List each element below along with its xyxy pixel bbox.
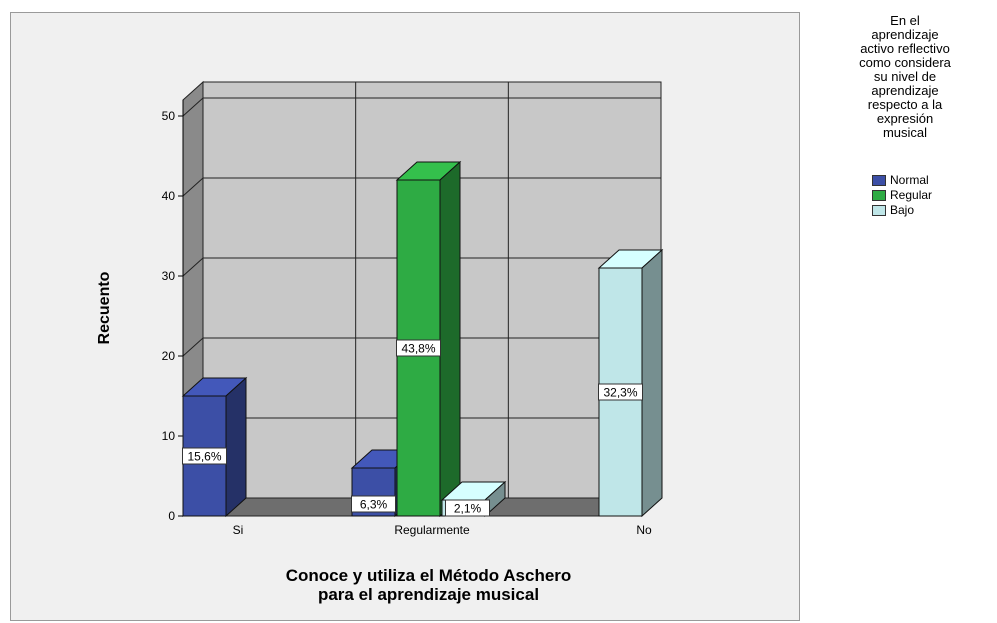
- legend-swatch: [872, 175, 886, 186]
- legend-title: En el aprendizaje activo reflectivo como…: [859, 13, 951, 140]
- bar-side: [641, 248, 663, 518]
- y-tick-label: 10: [162, 429, 176, 443]
- data-label: 6,3%: [360, 498, 388, 512]
- data-label-box: [445, 499, 490, 517]
- legend-label: Normal: [890, 173, 929, 187]
- y-tick-label: 40: [162, 189, 176, 203]
- legend: Normal Regular Bajo: [872, 173, 932, 218]
- y-axis-title: Recuento: [96, 271, 113, 344]
- y-tick-label: 20: [162, 349, 176, 363]
- chart-frame: 0 10 20 30 40 50 Si Regularmente No Recuento 15,6%…: [10, 12, 800, 621]
- x-tick-label: Si: [233, 523, 244, 537]
- data-label: 43,8%: [401, 342, 435, 356]
- bar-chart: 0 10 20 30 40 50 Si Regularmente No Recuento 15,6%…: [96, 80, 664, 537]
- y-tick-label: 50: [162, 109, 176, 123]
- legend-item: Bajo: [872, 203, 932, 218]
- data-label-box: [351, 495, 396, 513]
- legend-label: Regular: [890, 188, 933, 202]
- x-tick-label: No: [636, 523, 652, 537]
- x-axis-title: Conoce y utiliza el Método Aschero para …: [285, 566, 572, 604]
- legend-item: Normal: [872, 173, 932, 188]
- bar-side: [225, 376, 247, 518]
- data-label-box: [182, 447, 227, 465]
- data-label: 2,1%: [454, 502, 482, 516]
- legend-swatch: [872, 190, 886, 201]
- data-label: 32,3%: [603, 386, 637, 400]
- data-label-box: [598, 383, 643, 401]
- x-tick-label: Regularmente: [394, 523, 470, 537]
- data-label-box: [396, 339, 441, 357]
- legend-item: Regular: [872, 188, 932, 203]
- legend-swatch: [872, 205, 886, 216]
- legend-label: Bajo: [890, 203, 915, 217]
- y-tick-label: 0: [168, 509, 175, 523]
- data-label: 15,6%: [187, 450, 221, 464]
- y-tick-label: 30: [162, 269, 176, 283]
- bar-side: [439, 160, 461, 518]
